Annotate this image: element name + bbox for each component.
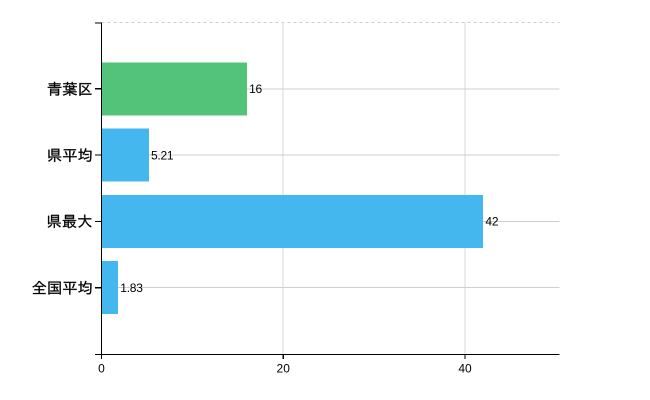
svg-text:20: 20 [277, 362, 291, 376]
svg-text:1.83: 1.83 [120, 281, 143, 295]
svg-text:0: 0 [98, 362, 105, 376]
svg-text:40: 40 [458, 362, 472, 376]
svg-text:16: 16 [249, 82, 262, 96]
svg-text:42: 42 [485, 215, 498, 229]
svg-text:5.21: 5.21 [151, 148, 174, 162]
